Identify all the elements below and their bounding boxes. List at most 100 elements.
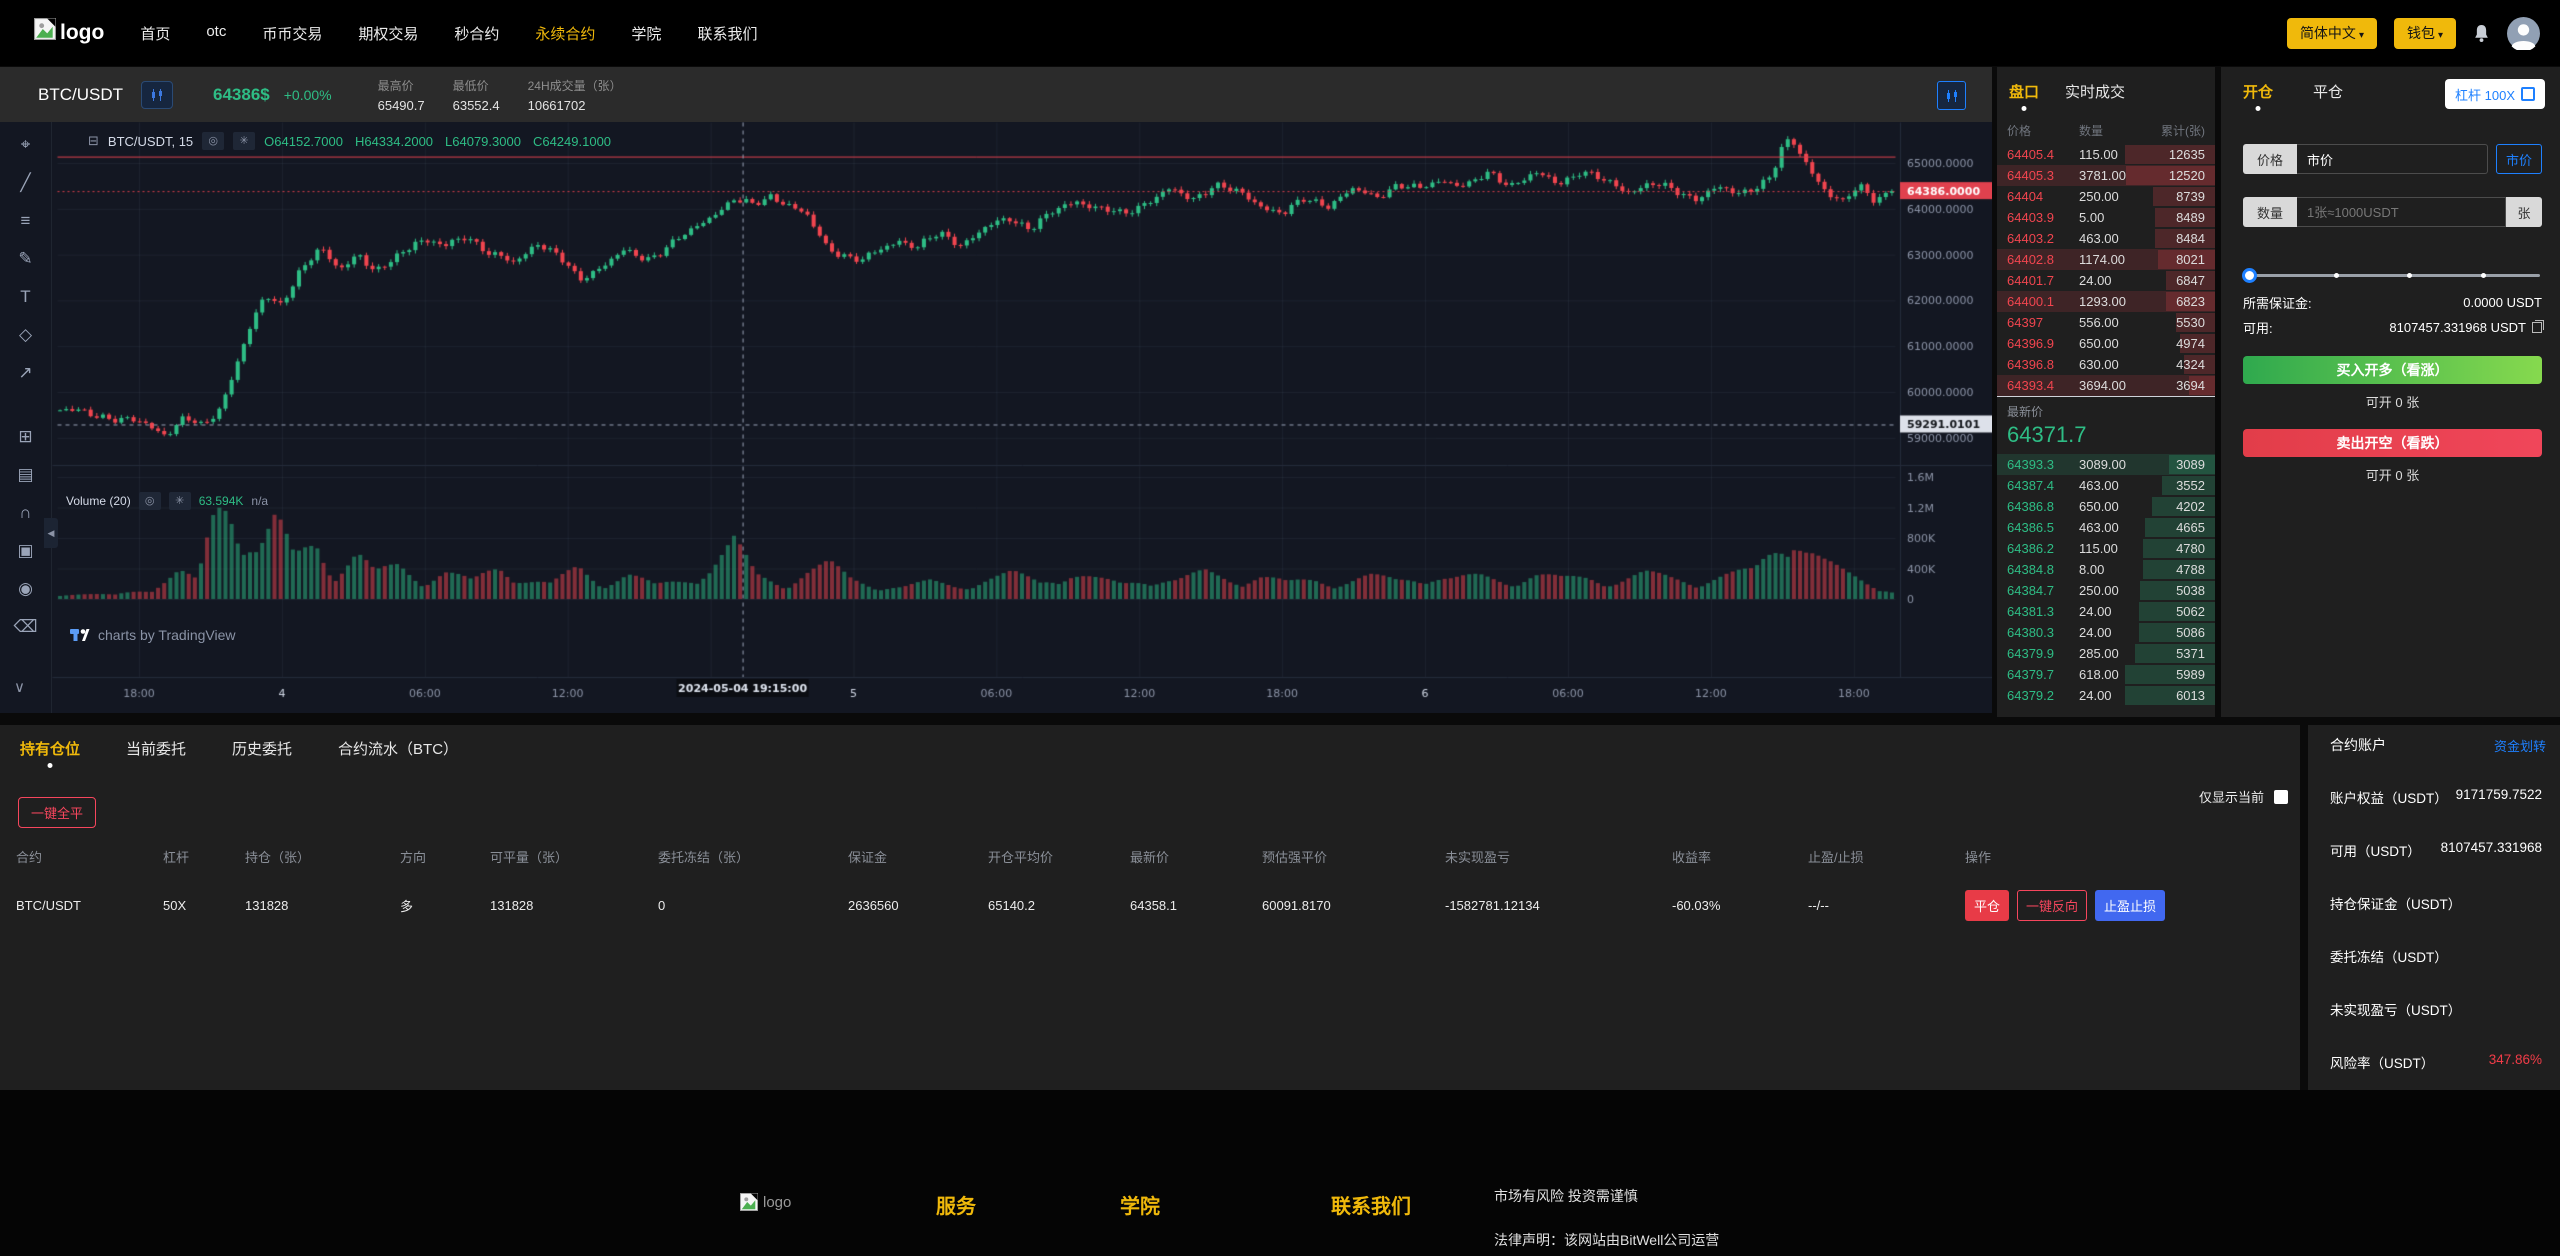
ob-qty: 650.00: [2079, 499, 2119, 514]
footer-column-1[interactable]: 服务: [936, 1196, 976, 1218]
tab-contract-flow[interactable]: 合约流水（BTC）: [338, 738, 458, 759]
tab-orderbook[interactable]: 盘口: [2009, 81, 2039, 111]
orderbook-row[interactable]: 64397 556.00 5530: [1997, 312, 2215, 333]
orderbook-row[interactable]: 64404 250.00 8739: [1997, 186, 2215, 207]
brush-icon[interactable]: ✎: [18, 249, 33, 268]
orderbook-row[interactable]: 64396.9 650.00 4974: [1997, 333, 2215, 354]
transfer-link[interactable]: 资金划转: [2493, 738, 2546, 754]
ob-qty: 3781.00: [2079, 168, 2126, 183]
footer-column-3[interactable]: 联系我们: [1331, 1196, 1411, 1218]
site-logo[interactable]: logo: [34, 18, 104, 48]
orderbook-row[interactable]: 64393.4 3694.00 3694: [1997, 375, 2215, 396]
ob-price: 64396.8: [2007, 357, 2054, 372]
eye-icon[interactable]: ◎: [202, 132, 225, 150]
nav-item-options[interactable]: 期权交易: [358, 25, 419, 43]
nav-item-perpetual[interactable]: 永续合约: [535, 25, 596, 43]
tp-sl-button[interactable]: 止盈止损: [2095, 889, 2166, 921]
only-current-checkbox[interactable]: [2274, 789, 2288, 804]
nav-item-academy[interactable]: 学院: [631, 25, 662, 43]
nav-item-contact[interactable]: 联系我们: [697, 25, 758, 43]
fullscreen-kline-button[interactable]: [1937, 81, 1966, 110]
reverse-position-button[interactable]: 一键反向: [2017, 889, 2088, 921]
user-avatar[interactable]: [2507, 16, 2540, 50]
orderbook-row[interactable]: 64396.8 630.00 4324: [1997, 354, 2215, 375]
stat-value: 65490.7: [377, 97, 425, 113]
amount-input[interactable]: [2297, 197, 2506, 227]
ob-price: 64402.8: [2007, 252, 2054, 267]
ob-qty: 285.00: [2079, 646, 2119, 661]
notification-bell-icon[interactable]: [2473, 24, 2490, 43]
orderbook-row[interactable]: 64405.3 3781.00 12520: [1997, 165, 2215, 186]
collapse-toolbar-arrow[interactable]: ◀: [44, 518, 58, 548]
orderbook-row[interactable]: 64403.9 5.00 8489: [1997, 207, 2215, 228]
crosshair-cursor-icon[interactable]: ⌖: [20, 135, 31, 154]
magnet-icon[interactable]: ∩: [19, 503, 32, 522]
legend-collapse-icon[interactable]: ⊟: [88, 133, 99, 148]
hide-drawings-icon[interactable]: ◉: [18, 579, 33, 598]
orderbook-row[interactable]: 64379.7 618.00 5989: [1997, 664, 2215, 685]
sell-open-short-button[interactable]: 卖出开空（看跌）: [2243, 429, 2542, 457]
text-tool-icon[interactable]: T: [20, 287, 31, 306]
ob-qty: 24.00: [2079, 688, 2112, 703]
nav-item-spot[interactable]: 币币交易: [262, 25, 323, 43]
orderbook-row[interactable]: 64405.4 115.00 12635: [1997, 144, 2215, 165]
market-price-button[interactable]: 市价: [2496, 144, 2542, 174]
gear-icon[interactable]: ✳: [233, 132, 256, 150]
orderbook-row[interactable]: 64381.3 24.00 5062: [1997, 601, 2215, 622]
tab-current-orders[interactable]: 当前委托: [126, 738, 186, 759]
column-header: 未实现盈亏: [1445, 850, 1511, 865]
copy-icon[interactable]: [2532, 320, 2544, 333]
tab-holding[interactable]: 持有仓位: [20, 738, 80, 768]
depth-bar: [2139, 581, 2215, 600]
orderbook-row[interactable]: 64380.3 24.00 5086: [1997, 622, 2215, 643]
tradingview-credit[interactable]: charts by TradingView: [70, 627, 235, 643]
footer-column-2[interactable]: 学院: [1120, 1196, 1160, 1218]
orderbook-row[interactable]: 64402.8 1174.00 8021: [1997, 249, 2215, 270]
amount-slider[interactable]: [2242, 268, 2540, 283]
gear-icon[interactable]: ✳: [168, 492, 191, 510]
tab-open-position[interactable]: 开仓: [2243, 81, 2273, 111]
orderbook-row[interactable]: 64400.1 1293.00 6823: [1997, 291, 2215, 312]
depth-bar: [2166, 271, 2215, 290]
orderbook-row[interactable]: 64386.5 463.00 4665: [1997, 517, 2215, 538]
trend-line-icon[interactable]: ╱: [20, 173, 31, 192]
orderbook-row[interactable]: 64403.2 463.00 8484: [1997, 228, 2215, 249]
forecast-tool-icon[interactable]: ↗: [18, 363, 33, 382]
positions-panel: 持有仓位 当前委托 历史委托 合约流水（BTC） 一键全平 仅显示当前 合约 杠杆 持仓（…: [0, 725, 2300, 1090]
orderbook-row[interactable]: 64401.7 24.00 6847: [1997, 270, 2215, 291]
close-all-button[interactable]: 一键全平: [18, 797, 97, 828]
chart-bottom-chevron[interactable]: ∨: [14, 679, 25, 696]
orderbook-row[interactable]: 64384.8 8.00 4788: [1997, 559, 2215, 580]
price-input[interactable]: [2297, 144, 2488, 174]
slider-handle[interactable]: [2242, 268, 2257, 283]
buy-open-long-button[interactable]: 买入开多（看涨）: [2243, 356, 2542, 384]
nav-item-seconds[interactable]: 秒合约: [454, 25, 500, 43]
close-position-button[interactable]: 平仓: [1965, 889, 2010, 921]
tab-history-orders[interactable]: 历史委托: [232, 738, 292, 759]
orderbook-row[interactable]: 64379.2 24.00 6013: [1997, 685, 2215, 706]
nav-item-otc[interactable]: otc: [206, 22, 227, 40]
pattern-tool-icon[interactable]: ◇: [18, 325, 33, 344]
candlestick-chart-canvas[interactable]: [52, 122, 1992, 713]
orderbook-row[interactable]: 64386.8 650.00 4202: [1997, 496, 2215, 517]
pair-select-button[interactable]: [141, 80, 173, 109]
orderbook-row[interactable]: 64393.3 3089.00 3089: [1997, 454, 2215, 475]
leverage-button[interactable]: 杠杆 100X: [2445, 79, 2545, 109]
layout-grid-icon[interactable]: ⊞: [18, 427, 33, 446]
ob-price: 64386.2: [2007, 541, 2054, 556]
tab-trades[interactable]: 实时成交: [2065, 84, 2126, 101]
eye-icon[interactable]: ◎: [138, 492, 161, 510]
risk-warning-text: 市场有风险 投资需谨慎: [1494, 1188, 1638, 1204]
wallet-dropdown-button[interactable]: 钱包 ▾: [2393, 17, 2456, 49]
orderbook-row[interactable]: 64387.4 463.00 3552: [1997, 475, 2215, 496]
delete-drawings-icon[interactable]: ⌫: [13, 617, 38, 636]
lock-icon[interactable]: ▣: [17, 541, 34, 560]
orderbook-row[interactable]: 64379.9 285.00 5371: [1997, 643, 2215, 664]
tab-close-position[interactable]: 平仓: [2313, 84, 2344, 101]
orderbook-row[interactable]: 64386.2 115.00 4780: [1997, 538, 2215, 559]
fib-retracement-icon[interactable]: ≡: [20, 211, 31, 230]
nav-item-home[interactable]: 首页: [140, 25, 171, 43]
orderbook-row[interactable]: 64384.7 250.00 5038: [1997, 580, 2215, 601]
language-dropdown-button[interactable]: 简体中文 ▾: [2286, 17, 2377, 49]
templates-icon[interactable]: ▤: [17, 465, 34, 484]
